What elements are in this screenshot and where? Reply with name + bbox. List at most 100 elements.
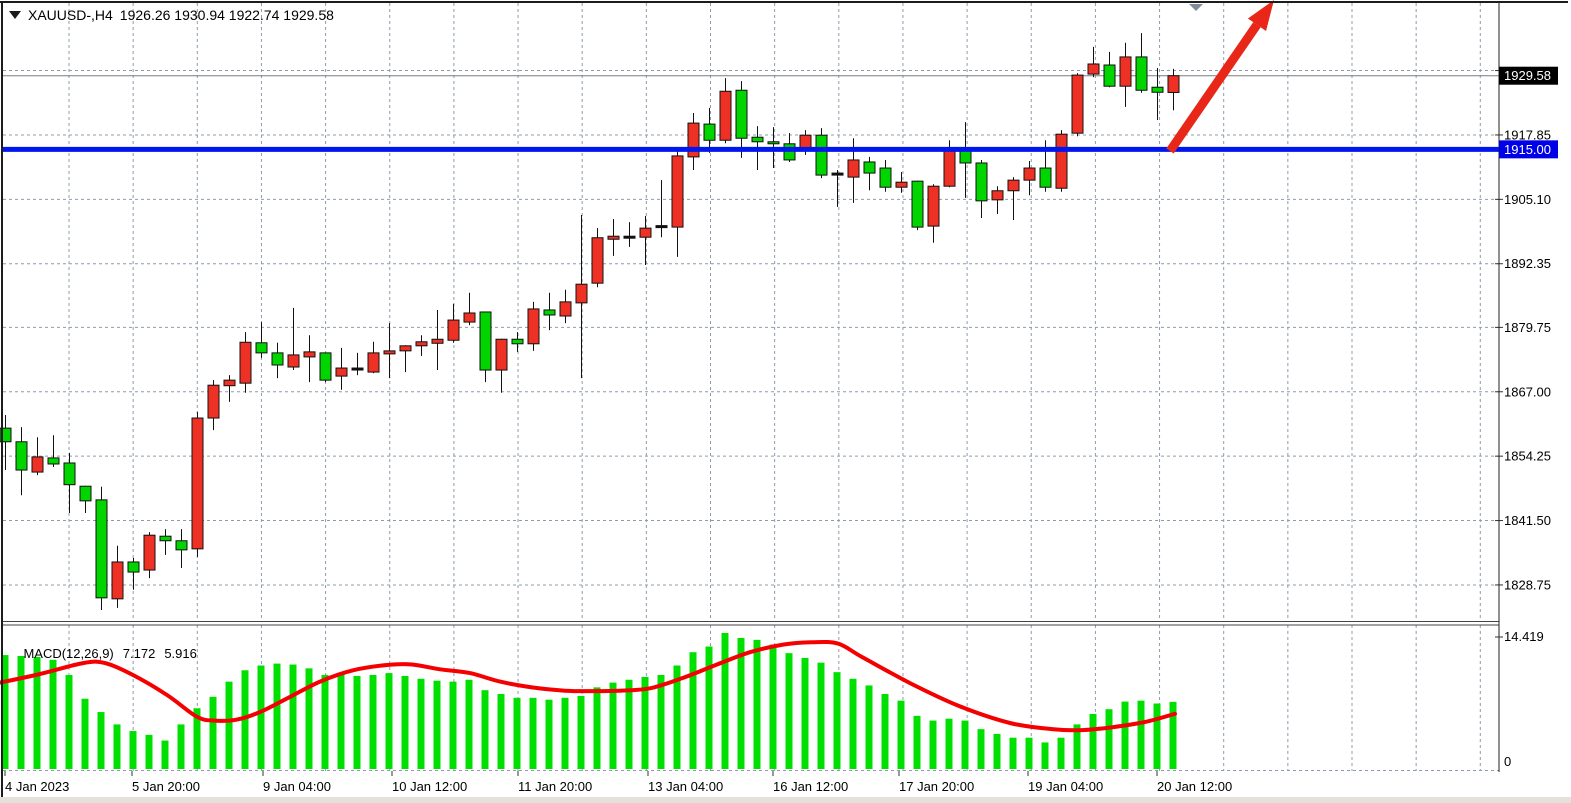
macd-histogram-bar [257,665,265,769]
candle-body [927,185,940,227]
candle-body [655,225,668,229]
macd-histogram-bar [33,656,41,769]
macd-histogram-bar [1105,709,1113,769]
candle-body [303,351,316,358]
candle-body [1167,75,1180,93]
time-axis-label[interactable]: 16 Jan 12:00 [773,779,848,794]
macd-histogram-bar [545,699,553,769]
candle-body [911,180,924,228]
macd-histogram-bar [625,679,633,769]
candle-body [879,167,892,188]
macd-histogram-bar [305,668,313,769]
candle-body [223,379,236,387]
candle-body [447,319,460,341]
candle-body [63,462,76,486]
candle-body [607,235,620,240]
candle-body [175,540,188,551]
candle-body [111,561,124,600]
time-axis-label[interactable]: 11 Jan 20:00 [518,779,592,794]
macd-histogram-bar [385,673,393,769]
macd-histogram-bar [689,652,697,769]
macd-axis-zero-label[interactable]: 0 [1504,754,1511,769]
candle-body [671,155,684,228]
macd-histogram-bar [1057,737,1065,769]
macd-histogram-bar [1073,724,1081,769]
macd-histogram-bar [177,724,185,769]
time-axis-label[interactable]: 5 Jan 20:00 [132,779,200,794]
macd-histogram-bar [433,680,441,769]
price-axis-label[interactable]: 1879.75 [1504,320,1551,335]
support-line-badge: 1915.00 [1504,142,1551,157]
candle-body [767,141,780,145]
macd-histogram-bar [961,720,969,769]
macd-signal-line [0,639,1177,733]
macd-histogram-bar [561,697,569,769]
macd-histogram-bar [273,663,281,769]
candle-body [559,301,572,317]
macd-histogram-bar [1089,713,1097,769]
macd-histogram-bar [1153,703,1161,769]
macd-histogram-bar [417,678,425,769]
macd-axis-max-label[interactable]: 14.419 [1504,629,1544,644]
candle-body [1055,133,1068,189]
candle-body [255,342,268,354]
macd-histogram-bar [897,700,905,769]
macd-histogram-bar [1137,700,1145,769]
time-axis-label[interactable]: 4 Jan 2023 [5,779,69,794]
macd-histogram-bar [801,657,809,769]
trend-arrow-head [1247,0,1274,31]
macd-value: 7.172 [122,646,156,661]
macd-histogram-bar [609,682,617,769]
macd-histogram-bar [817,662,825,769]
candle-body [79,485,92,502]
macd-histogram-bar [721,633,729,769]
candle-body [1007,179,1020,192]
macd-histogram-bar [161,740,169,769]
price-axis-label[interactable]: 1867.00 [1504,384,1551,399]
window-bottom-strip [0,797,1571,803]
macd-histogram-bar [97,712,105,769]
time-axis-label[interactable]: 19 Jan 04:00 [1028,779,1103,794]
price-axis-label[interactable]: 1854.25 [1504,449,1551,464]
time-axis-label[interactable]: 20 Jan 12:00 [1157,779,1232,794]
macd-histogram-bar [1009,737,1017,769]
macd-histogram-bar [449,681,457,769]
candle-body [831,172,844,176]
macd-histogram-bar [113,724,121,769]
candle-body [895,181,908,188]
time-axis-label[interactable]: 10 Jan 12:00 [392,779,467,794]
candle-body [527,308,540,345]
candle-body [127,561,140,573]
symbol-dropdown-icon[interactable] [9,11,21,19]
macd-histogram-bar [993,733,1001,769]
candle-body [95,499,108,599]
chart-title: XAUUSD-,H4 1926.26 1930.94 1922.74 1929.… [9,7,334,23]
macd-histogram-bar [81,698,89,769]
price-axis-label[interactable]: 1841.50 [1504,513,1551,528]
macd-histogram-bar [1025,737,1033,769]
candle-body [623,235,636,239]
time-axis-label[interactable]: 13 Jan 04:00 [648,779,723,794]
price-axis-label[interactable]: 1905.10 [1504,192,1551,207]
price-axis-label[interactable]: 1892.35 [1504,256,1551,271]
time-axis-label[interactable]: 17 Jan 20:00 [899,779,974,794]
candle-body [1023,167,1036,181]
macd-histogram-bar [705,646,713,769]
trend-arrow-shaft[interactable] [1166,22,1261,154]
time-axis-label[interactable]: 9 Jan 04:00 [263,779,331,794]
candle-body [815,134,828,176]
price-axis-label[interactable]: 1917.85 [1504,127,1551,142]
macd-histogram-bar [369,675,377,769]
macd-histogram-bar [481,690,489,769]
candle-body [479,311,492,371]
candle-body [207,384,220,419]
macd-histogram-bar [881,694,889,769]
macd-histogram-bar [593,687,601,769]
macd-histogram-bar [769,644,777,769]
price-axis-label[interactable]: 1828.75 [1504,577,1551,592]
chart-shift-marker-icon[interactable] [1189,4,1203,11]
macd-histogram-bar [65,675,73,769]
macd-histogram-bar [321,675,329,769]
